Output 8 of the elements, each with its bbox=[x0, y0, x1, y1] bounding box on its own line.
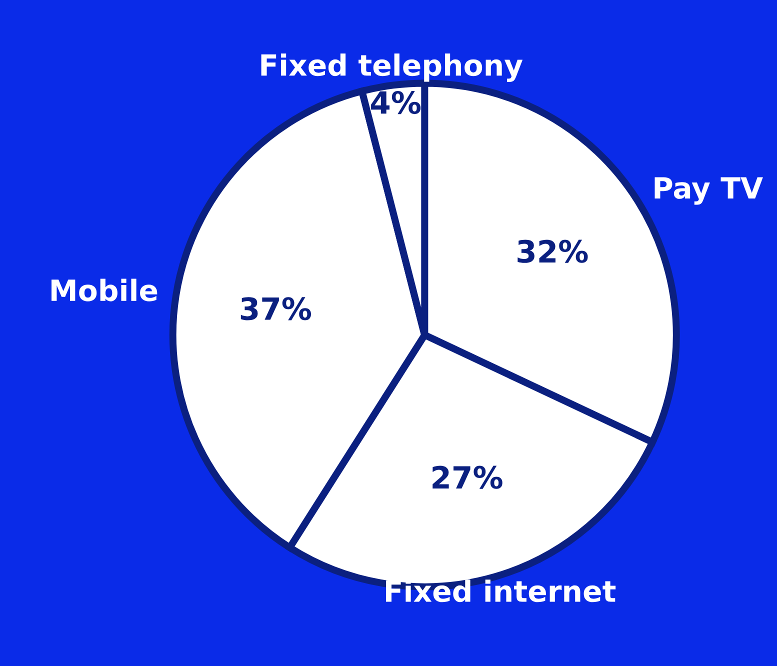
slice-label: Fixed internet bbox=[386, 580, 616, 602]
data-label: 4% bbox=[371, 90, 421, 114]
slice-label: Fixed telephony bbox=[261, 54, 523, 82]
data-label: 32% bbox=[518, 240, 588, 263]
data-label: 27% bbox=[432, 466, 502, 489]
slice-label: Mobile bbox=[52, 278, 158, 302]
data-label: 37% bbox=[240, 297, 312, 320]
slice-label: Pay TV bbox=[654, 177, 763, 205]
